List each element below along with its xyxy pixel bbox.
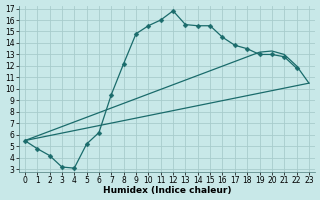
X-axis label: Humidex (Indice chaleur): Humidex (Indice chaleur): [103, 186, 231, 195]
